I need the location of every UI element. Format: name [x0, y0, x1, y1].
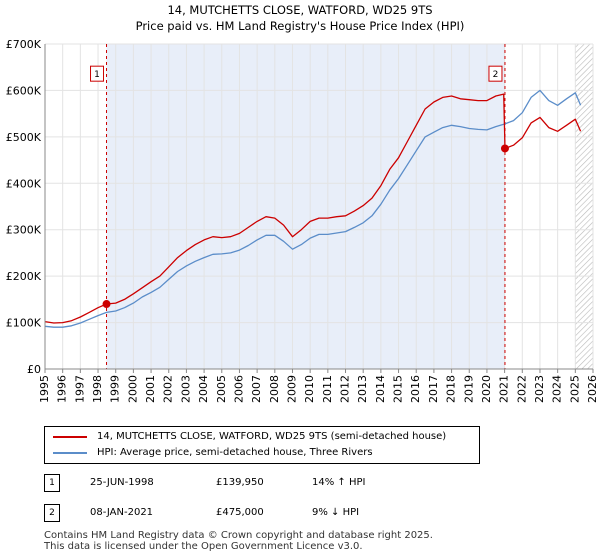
legend-swatch-property: [53, 436, 87, 438]
annotation-label: 2: [493, 70, 499, 80]
annotation-box: [488, 65, 503, 82]
annotation-label: 1: [94, 70, 100, 80]
footer-line: This data is licensed under the Open Gov…: [44, 541, 363, 552]
legend-label-hpi: HPI: Average price, semi-detached house,…: [97, 447, 373, 458]
x-tick-label: 1996: [56, 375, 69, 403]
x-tick-label: 2002: [162, 375, 175, 403]
legend-swatch-hpi: [53, 452, 87, 454]
y-tick-label: £400K: [6, 177, 42, 190]
x-tick-label: 1999: [109, 375, 122, 403]
x-tick-label: 2018: [445, 375, 458, 403]
y-tick-label: £0: [27, 363, 41, 376]
series-line-hpi: [44, 89, 582, 328]
x-tick-label: 2020: [480, 375, 493, 403]
x-tick-label: 1997: [73, 375, 86, 403]
x-tick-label: 2026: [586, 375, 599, 403]
footer-line: Contains HM Land Registry data © Crown c…: [44, 530, 433, 541]
x-tick-label: 2013: [356, 375, 369, 403]
annotation-box: [90, 65, 105, 82]
x-tick-label: 2016: [409, 375, 422, 403]
y-tick-label: £700K: [6, 38, 42, 51]
y-tick-label: £100K: [6, 317, 42, 330]
y-tick-label: £500K: [6, 131, 42, 144]
x-tick-label: 2007: [250, 375, 263, 403]
x-tick-label: 2012: [339, 375, 352, 403]
transaction-price: £475,000: [216, 507, 264, 518]
chart-legend: 14, MUTCHETTS CLOSE, WATFORD, WD25 9TS (…: [44, 426, 480, 464]
transaction-date: 08-JAN-2021: [90, 507, 154, 518]
legend-label-property: 14, MUTCHETTS CLOSE, WATFORD, WD25 9TS (…: [97, 431, 447, 442]
x-tick-label: 2004: [197, 375, 210, 403]
x-tick-label: 2008: [268, 375, 281, 403]
transaction-hpi-diff: 14% ↑ HPI: [312, 477, 366, 488]
series-line-property: [44, 93, 582, 324]
chart-title: 14, MUTCHETTS CLOSE, WATFORD, WD25 9TS: [167, 3, 432, 17]
y-tick-label: £600K: [6, 84, 42, 97]
x-tick-label: 2010: [303, 375, 316, 403]
y-tick-label: £200K: [6, 270, 42, 283]
transaction-badge: 1: [44, 474, 60, 492]
x-tick-label: 1995: [38, 375, 51, 403]
x-tick-label: 2003: [179, 375, 192, 403]
transaction-date: 25-JUN-1998: [90, 477, 154, 488]
x-tick-label: 2022: [515, 375, 528, 403]
x-tick-label: 2000: [126, 375, 139, 403]
chart-subtitle: Price paid vs. HM Land Registry's House …: [136, 19, 465, 33]
y-tick-label: £300K: [6, 224, 42, 237]
x-tick-label: 2005: [215, 375, 228, 403]
x-tick-label: 2015: [392, 375, 405, 403]
x-tick-label: 2023: [533, 375, 546, 403]
x-tick-label: 2014: [374, 375, 387, 403]
x-tick-label: 2025: [568, 375, 581, 403]
forecast-region: [575, 44, 593, 369]
transaction-hpi-diff: 9% ↓ HPI: [312, 507, 360, 518]
transaction-price: £139,950: [216, 477, 264, 488]
footer-attribution: Contains HM Land Registry data © Crown c…: [44, 530, 433, 552]
x-tick-label: 2019: [462, 375, 475, 403]
sale-point: [102, 300, 111, 309]
ownership-period-shade: [106, 44, 505, 369]
x-tick-label: 2021: [498, 375, 511, 403]
x-tick-label: 2006: [232, 375, 245, 403]
x-tick-label: 2009: [285, 375, 298, 403]
x-tick-label: 2017: [427, 375, 440, 403]
price-chart: 14, MUTCHETTS CLOSE, WATFORD, WD25 9TS P…: [6, 3, 599, 403]
x-tick-label: 2024: [551, 375, 564, 403]
transaction-badge: 2: [44, 504, 60, 522]
x-tick-label: 2001: [144, 375, 157, 403]
x-tick-label: 2011: [321, 375, 334, 403]
x-tick-label: 1998: [91, 375, 104, 403]
sale-point: [500, 144, 509, 153]
